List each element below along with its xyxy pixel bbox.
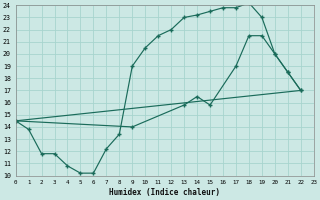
X-axis label: Humidex (Indice chaleur): Humidex (Indice chaleur) <box>109 188 220 197</box>
